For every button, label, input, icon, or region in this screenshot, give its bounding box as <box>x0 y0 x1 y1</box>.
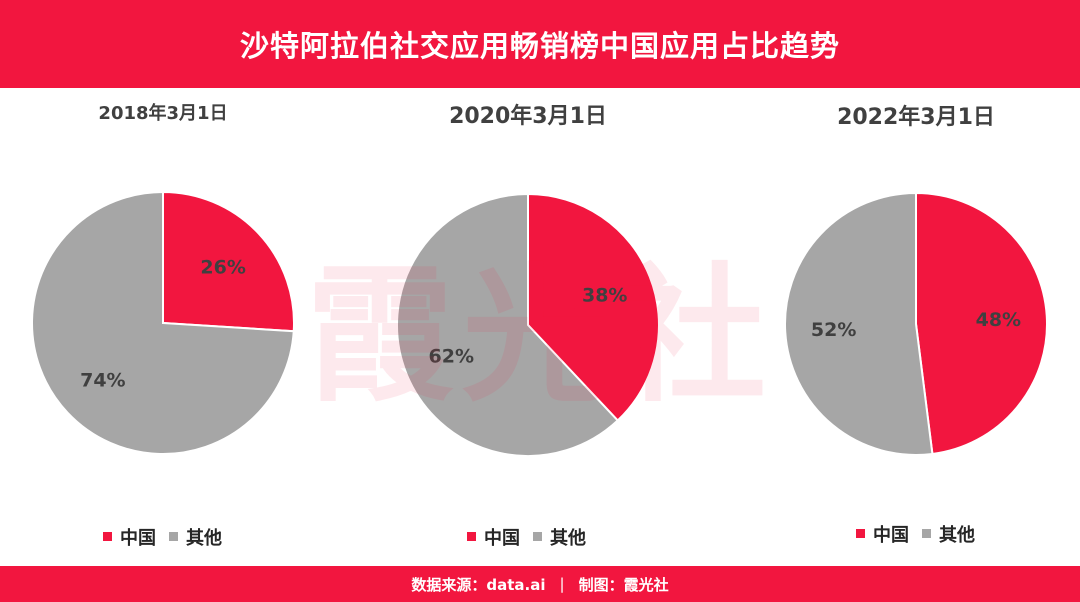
legend-swatch-china <box>103 532 112 541</box>
chart-title: 2020年3月1日 <box>449 103 607 129</box>
pie-slice-other <box>31 190 295 455</box>
pie-slice-other <box>396 192 620 457</box>
pie-slice-china <box>162 190 295 333</box>
slice-data-label: 62% <box>429 345 474 367</box>
pie-slice-china <box>915 191 1048 456</box>
legend-swatch-other <box>169 532 178 541</box>
credit-text: 制图：霞光社 <box>578 575 669 594</box>
footer-banner: 数据来源：data.ai | 制图：霞光社 <box>0 566 1080 602</box>
slice-data-label: 48% <box>976 309 1021 331</box>
legend-swatch-china <box>856 529 865 538</box>
legend-swatch-china <box>467 532 476 541</box>
page-title: 沙特阿拉伯社交应用畅销榜中国应用占比趋势 <box>239 29 840 63</box>
chart-title: 2018年3月1日 <box>98 102 227 124</box>
header-banner: 沙特阿拉伯社交应用畅销榜中国应用占比趋势 <box>0 0 1080 88</box>
legend-label: 其他 <box>939 524 975 546</box>
legend-label: 中国 <box>873 524 909 546</box>
legend-swatch-other <box>922 529 931 538</box>
legend-label: 其他 <box>186 527 222 549</box>
pie-slice-china <box>527 192 660 422</box>
slice-data-label: 26% <box>200 257 245 279</box>
slice-data-label: 38% <box>582 285 627 307</box>
legend-swatch-other <box>533 532 542 541</box>
footer-separator: | <box>559 575 565 593</box>
legend-label: 中国 <box>120 527 156 549</box>
slice-data-label: 52% <box>811 319 856 341</box>
pie-chart-0: 2018年3月1日 26% 74% 中国 其他 <box>31 102 295 549</box>
slice-data-label: 74% <box>80 369 125 391</box>
chart-title: 2022年3月1日 <box>837 104 995 130</box>
legend-label: 中国 <box>484 527 520 549</box>
pie-chart-1: 2020年3月1日 38% 62% 中国 其他 <box>396 103 660 549</box>
pie-slice-other <box>784 191 934 456</box>
pie-chart-2: 2022年3月1日 48% 52% 中国 其他 <box>784 104 1048 546</box>
legend-label: 其他 <box>550 527 586 549</box>
source-text: 数据来源：data.ai <box>411 575 546 594</box>
